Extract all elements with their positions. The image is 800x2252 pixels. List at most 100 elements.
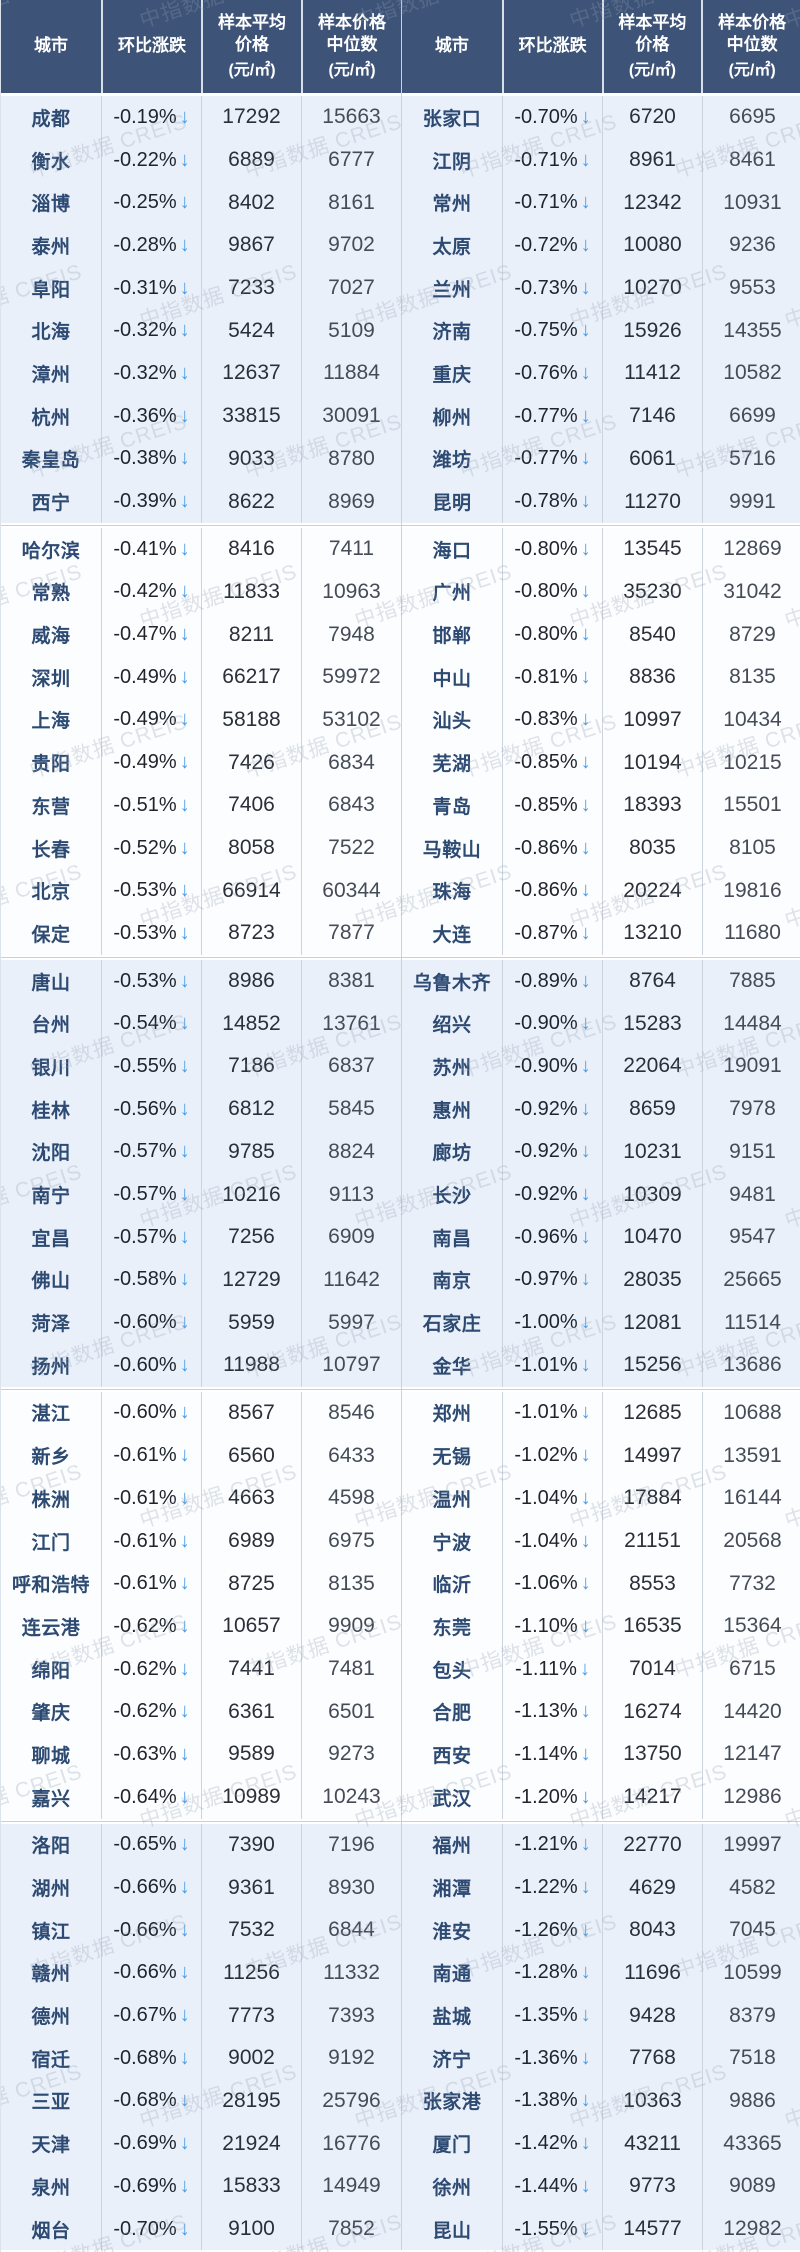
change-value: -1.01% — [514, 1401, 578, 1424]
median-price-cell: 12147 — [702, 1733, 800, 1776]
avg-price-cell: 9785 — [201, 1130, 301, 1174]
city-cell: 上海 — [31, 711, 71, 733]
table-row: 海口 -0.80% ↓ 13545 12869 — [402, 527, 800, 571]
down-arrow-icon: ↓ — [179, 447, 190, 470]
table-row: 温州 -1.04% ↓ 17884 16144 — [402, 1477, 800, 1520]
change-value: -0.73% — [514, 276, 578, 299]
median-price-cell: 19997 — [702, 1823, 800, 1867]
table-row: 威海 -0.47% ↓ 8211 7948 — [1, 613, 401, 656]
city-cell: 兰州 — [432, 279, 472, 301]
change-cell: -0.53% ↓ — [101, 959, 201, 1003]
avg-price-cell: 13210 — [602, 912, 702, 955]
avg-price-cell: 6812 — [201, 1087, 301, 1131]
change-value: -0.53% — [113, 921, 177, 944]
avg-price-cell: 7256 — [201, 1215, 301, 1259]
change-value: -0.51% — [113, 793, 177, 816]
change-cell: -0.80% ↓ — [502, 527, 602, 571]
change-value: -0.64% — [113, 1785, 177, 1808]
avg-price-cell: 12685 — [602, 1391, 702, 1435]
median-unit: (元/㎡) — [728, 61, 776, 79]
down-arrow-icon: ↓ — [580, 2174, 591, 2197]
city-cell: 南通 — [432, 1964, 472, 1986]
median-price-cell: 9236 — [702, 224, 800, 267]
city-cell: 泉州 — [31, 2177, 71, 2199]
change-value: -0.71% — [514, 148, 578, 171]
avg-price-cell: 16274 — [602, 1690, 702, 1734]
median-price-cell: 5716 — [702, 437, 800, 481]
avg-price-cell: 7233 — [201, 266, 301, 310]
city-cell: 德州 — [31, 2007, 71, 2029]
down-arrow-icon: ↓ — [580, 148, 591, 171]
table-row: 漳州 -0.32% ↓ 12637 11884 — [1, 352, 401, 395]
median-price-cell: 43365 — [702, 2122, 800, 2165]
change-value: -0.62% — [113, 1657, 177, 1680]
median-price-cell: 53102 — [301, 698, 401, 742]
avg-line1: 样本平均 — [218, 12, 286, 32]
city-cell: 威海 — [31, 626, 71, 648]
change-cell: -0.67% ↓ — [101, 1994, 201, 2037]
avg-price-cell: 28195 — [201, 2079, 301, 2123]
change-value: -0.69% — [113, 2132, 177, 2155]
table-row: 石家庄 -1.00% ↓ 12081 11514 — [402, 1301, 800, 1344]
down-arrow-icon: ↓ — [580, 665, 591, 688]
change-value: -0.86% — [514, 836, 578, 859]
median-price-cell: 6695 — [702, 96, 800, 139]
median-price-cell: 7877 — [301, 912, 401, 955]
median-price-cell: 6909 — [301, 1215, 401, 1259]
table-row: 南昌 -0.96% ↓ 10470 9547 — [402, 1215, 800, 1259]
change-cell: -0.58% ↓ — [101, 1258, 201, 1302]
change-cell: -0.60% ↓ — [101, 1343, 201, 1387]
change-cell: -0.77% ↓ — [502, 394, 602, 438]
table-row: 北京 -0.53% ↓ 66914 60344 — [1, 869, 401, 913]
down-arrow-icon: ↓ — [580, 537, 591, 560]
avg-price-cell: 6361 — [201, 1690, 301, 1734]
change-cell: -0.68% ↓ — [101, 2036, 201, 2080]
down-arrow-icon: ↓ — [580, 1140, 591, 1163]
city-cell: 石家庄 — [422, 1314, 482, 1336]
city-cell: 包头 — [432, 1660, 472, 1682]
change-cell: -0.61% ↓ — [101, 1562, 201, 1606]
avg-price-cell: 17884 — [602, 1477, 702, 1520]
city-cell: 温州 — [432, 1489, 472, 1511]
change-cell: -0.92% ↓ — [502, 1173, 602, 1216]
median-price-cell: 7522 — [301, 826, 401, 870]
down-arrow-icon: ↓ — [580, 1311, 591, 1334]
median-price-cell: 9192 — [301, 2036, 401, 2080]
change-value: -0.31% — [113, 276, 177, 299]
col-header-avg-price: 样本平均 价格 (元/㎡) — [601, 0, 702, 93]
median-price-cell: 31042 — [702, 570, 800, 614]
change-value: -0.56% — [113, 1097, 177, 1120]
median-price-cell: 4598 — [301, 1477, 401, 1520]
avg-price-cell: 6560 — [201, 1434, 301, 1477]
change-cell: -0.41% ↓ — [101, 527, 201, 571]
median-price-cell: 8135 — [702, 655, 800, 699]
change-value: -1.35% — [514, 2004, 578, 2027]
down-arrow-icon: ↓ — [179, 1833, 190, 1856]
median-price-cell: 6844 — [301, 1908, 401, 1952]
change-value: -0.70% — [514, 105, 578, 128]
down-arrow-icon: ↓ — [179, 1876, 190, 1899]
city-cell: 广州 — [432, 583, 472, 605]
change-cell: -0.63% ↓ — [101, 1733, 201, 1776]
change-value: -0.69% — [113, 2174, 177, 2197]
table-row: 淮安 -1.26% ↓ 8043 7045 — [402, 1908, 800, 1952]
median-price-cell: 8930 — [301, 1866, 401, 1909]
table-row: 扬州 -0.60% ↓ 11988 10797 — [1, 1343, 401, 1387]
median-price-cell: 8729 — [702, 613, 800, 656]
city-cell: 呼和浩特 — [11, 1575, 90, 1597]
median-price-cell: 14420 — [702, 1690, 800, 1734]
down-arrow-icon: ↓ — [580, 105, 591, 128]
avg-price-cell: 10997 — [602, 698, 702, 742]
down-arrow-icon: ↓ — [580, 921, 591, 944]
city-cell: 常州 — [432, 194, 472, 216]
avg-price-cell: 13545 — [602, 527, 702, 571]
down-arrow-icon: ↓ — [179, 1529, 190, 1552]
table-row: 兰州 -0.73% ↓ 10270 9553 — [402, 266, 800, 310]
down-arrow-icon: ↓ — [580, 2046, 591, 2069]
table-row: 郑州 -1.01% ↓ 12685 10688 — [402, 1391, 800, 1435]
median-price-cell: 19816 — [702, 869, 800, 913]
table-row: 保定 -0.53% ↓ 8723 7877 — [1, 912, 401, 955]
change-value: -0.36% — [113, 404, 177, 427]
row-group: 洛阳 -0.65% ↓ 7390 7196 湖州 -0.66% ↓ 9361 8930 镇江 -0.6… — [1, 1823, 401, 2251]
change-value: -0.61% — [113, 1572, 177, 1595]
